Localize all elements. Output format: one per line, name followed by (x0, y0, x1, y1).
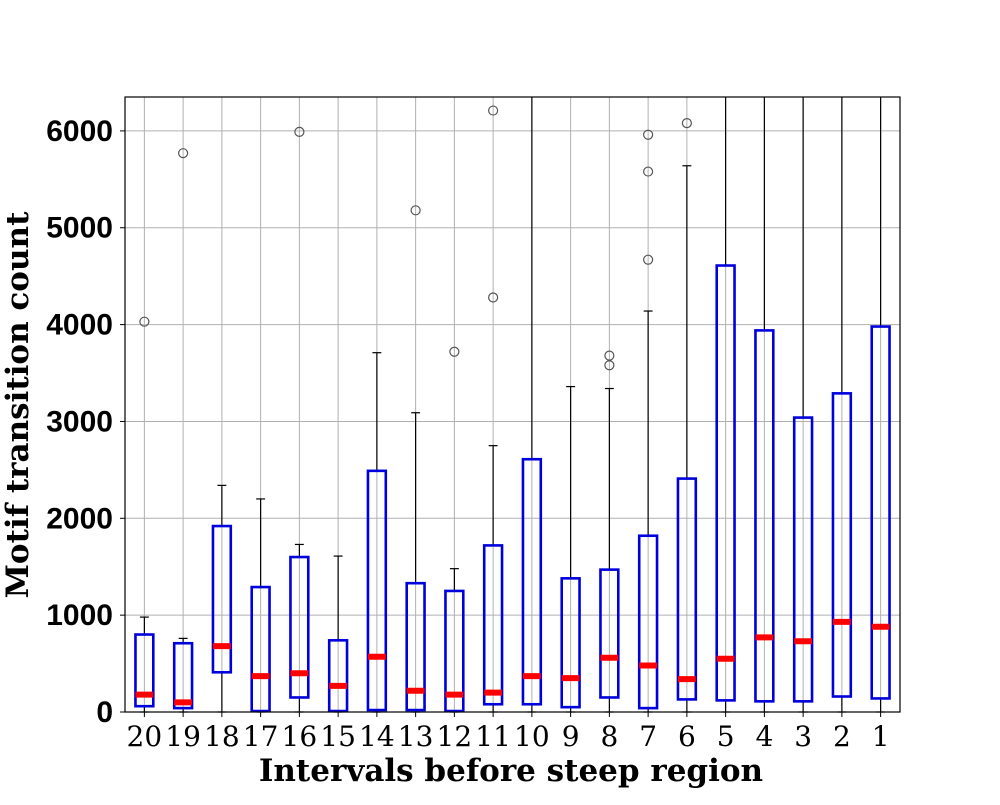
box-iqr (250, 585, 271, 713)
box-iqr (792, 416, 814, 703)
x-tick-label: 20 (127, 720, 163, 753)
outlier-point (294, 126, 305, 137)
x-tick-label: 12 (437, 720, 473, 753)
outlier-point (410, 205, 421, 216)
outlier-point (139, 316, 150, 327)
x-axis-label: Intervals before steep region (259, 753, 763, 789)
box-group-15 (327, 555, 349, 713)
box-iqr (327, 639, 349, 713)
outlier-point (488, 292, 499, 303)
outlier-point (178, 148, 189, 159)
x-tick-label: 3 (794, 720, 812, 753)
x-tick-label: 14 (359, 720, 395, 753)
box-group-10 (521, 97, 543, 713)
box-group-2 (831, 97, 853, 713)
x-tick-label: 2 (833, 720, 851, 753)
x-tick-label: 7 (639, 720, 657, 753)
box-iqr (870, 325, 891, 700)
box-group-8 (599, 350, 620, 713)
outlier-point (643, 166, 654, 177)
box-iqr (521, 457, 543, 706)
box-iqr (831, 392, 853, 698)
box-iqr (366, 469, 388, 712)
outlier-point (604, 360, 615, 371)
box-iqr (754, 329, 775, 703)
x-tick-label: 1 (872, 720, 890, 753)
outlier-point (643, 254, 654, 265)
box-group-16 (289, 126, 310, 713)
y-tick-label: 4000 (46, 309, 113, 342)
box-iqr (560, 577, 581, 709)
x-tick-label: 4 (755, 720, 773, 753)
x-tick-label: 9 (562, 720, 580, 753)
x-tick-label: 13 (398, 720, 434, 753)
x-tick-label: 16 (282, 720, 318, 753)
y-tick-label: 1000 (46, 599, 113, 632)
y-tick-label: 6000 (46, 115, 113, 148)
box-group-14 (366, 352, 388, 713)
box-group-1 (870, 97, 891, 713)
x-tick-label: 15 (320, 720, 356, 753)
box-group-11 (482, 105, 504, 713)
y-axis-label: Motif transition count (0, 211, 36, 598)
x-axis-ticks: 20 19 18 17 16 15 14 13 12 11 10 9 8 7 6 5 4 3 2 1 (127, 712, 890, 753)
outlier-point (604, 350, 615, 361)
y-tick-label: 3000 (46, 405, 113, 438)
box-iqr (211, 524, 233, 674)
box-iqr (482, 544, 504, 706)
box-group-12 (444, 346, 465, 713)
grid-lines (125, 97, 900, 713)
box-iqr (637, 534, 659, 710)
y-tick-label: 5000 (46, 212, 113, 245)
box-group-18 (211, 484, 233, 713)
outlier-point (488, 105, 499, 116)
box-iqr (172, 641, 194, 710)
box-iqr (444, 589, 465, 713)
plot-frame (124, 96, 901, 713)
box-iqr (289, 555, 310, 699)
y-tick-label: 2000 (46, 502, 113, 535)
x-tick-label: 8 (600, 720, 618, 753)
box-group-9 (560, 385, 581, 713)
box-group-17 (250, 498, 271, 713)
x-tick-label: 17 (243, 720, 279, 753)
box-group-4 (754, 97, 775, 713)
x-tick-label: 19 (165, 720, 201, 753)
x-tick-label: 5 (717, 720, 735, 753)
x-tick-label: 6 (678, 720, 696, 753)
outlier-point (449, 346, 460, 357)
y-tick-label: 0 (96, 696, 113, 729)
x-tick-label: 11 (475, 720, 511, 753)
y-axis-ticks: 0 1000 2000 3000 4000 5000 6000 (46, 115, 125, 729)
x-tick-label: 18 (204, 720, 240, 753)
box-group-13 (405, 205, 426, 713)
box-iqr (405, 581, 426, 712)
box-iqr (715, 264, 736, 702)
box-group-3 (792, 97, 814, 713)
box-iqr (134, 633, 155, 708)
x-tick-label: 10 (514, 720, 550, 753)
box-iqr (599, 568, 620, 699)
outlier-point (643, 129, 654, 140)
box-series (134, 97, 891, 713)
box-iqr (676, 477, 698, 701)
outlier-point (681, 118, 692, 129)
